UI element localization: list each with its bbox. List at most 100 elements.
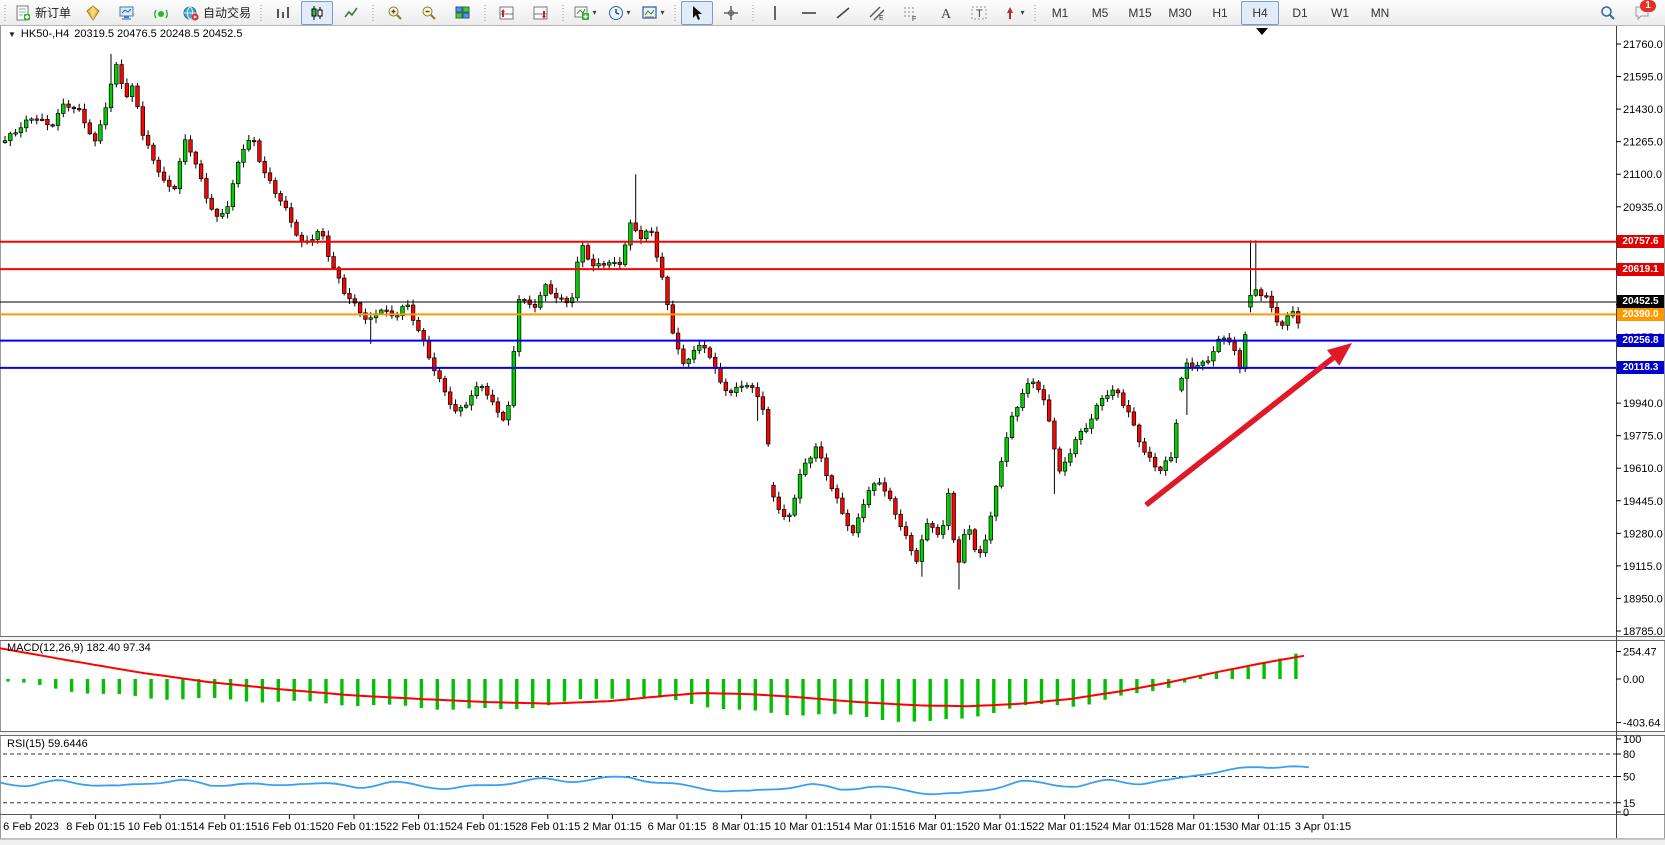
metaeditor-button[interactable] (111, 1, 143, 25)
svg-text:21430.0: 21430.0 (1623, 104, 1663, 116)
new-chart-button[interactable]: ▾ (569, 1, 601, 25)
signals-button[interactable] (145, 1, 177, 25)
svg-text:16 Feb 01:15: 16 Feb 01:15 (257, 821, 322, 833)
chart-dropdown-icon[interactable]: ▼ (8, 29, 16, 39)
chart-shift-marker[interactable] (1256, 28, 1268, 35)
timeframe-m15-button[interactable]: M15 (1128, 5, 1152, 20)
text-button[interactable]: A (929, 1, 961, 25)
chart-ohlc-values: 20319.5 20476.5 20248.5 20452.5 (74, 28, 243, 40)
svg-text:A: A (941, 7, 952, 21)
equidistant-channel-button[interactable]: E (861, 1, 893, 25)
toolbar-grip (259, 4, 265, 21)
period-button[interactable]: ▾ (603, 1, 635, 25)
line-chart-button[interactable] (335, 1, 367, 25)
main-toolbar: 新订单 自动交易 ▾ ▾ ▾ E F A T ▾ M1 M5 M15 M30 H1 H4 D1 W1 MN 1 (0, 0, 1665, 26)
trendline-button[interactable] (827, 1, 859, 25)
chart-title: ▼ HK50-,H4 20319.5 20476.5 20248.5 20452… (8, 28, 242, 40)
shapes-button[interactable]: ▾ (997, 1, 1029, 25)
horizontal-line-button[interactable] (793, 1, 825, 25)
dropdown-caret-icon[interactable]: ▾ (626, 8, 631, 17)
text-a-icon: A (941, 7, 952, 21)
label-button[interactable]: T (963, 1, 995, 25)
price-level-tag[interactable]: 20757.6 (1617, 235, 1664, 249)
crosshair-button[interactable] (715, 1, 747, 25)
svg-text:20 Mar 01:15: 20 Mar 01:15 (968, 821, 1033, 833)
timeframe-m30-button[interactable]: M30 (1168, 5, 1192, 20)
shapes-icon (1006, 6, 1013, 19)
notifications-button[interactable]: 1 (1626, 0, 1658, 25)
dropdown-caret-icon[interactable]: ▾ (592, 8, 597, 17)
price-level-tag[interactable]: 20452.5 (1617, 295, 1664, 309)
svg-text:18785.0: 18785.0 (1623, 626, 1663, 638)
price-level-tag[interactable]: 20256.8 (1617, 334, 1664, 348)
svg-text:T: T (976, 8, 983, 20)
timeframe-h1-button[interactable]: H1 (1212, 5, 1228, 20)
timeframe-m5-button[interactable]: M5 (1091, 5, 1109, 20)
tile-windows-button[interactable] (447, 1, 479, 25)
new-order-button[interactable]: 新订单 (11, 1, 75, 25)
toolbar-group (256, 0, 368, 25)
timeframe-d1-button[interactable]: D1 (1292, 5, 1308, 20)
time-axis[interactable]: 6 Feb 2023 8 Feb 01:15 10 Feb 01:15 14 Feb … (0, 815, 1665, 839)
svg-text:22 Mar 01:15: 22 Mar 01:15 (1032, 821, 1097, 833)
toolbar-grip (751, 4, 757, 21)
svg-text:254.47: 254.47 (1623, 647, 1657, 659)
dropdown-caret-icon[interactable]: ▾ (660, 8, 665, 17)
toolbar-group (368, 1, 480, 25)
svg-text:0: 0 (1623, 807, 1629, 819)
template-icon (641, 5, 657, 19)
cursor-button[interactable] (681, 0, 714, 25)
bar-chart-button[interactable] (267, 1, 299, 25)
indicator-window-left-button[interactable] (491, 1, 523, 25)
zoom-in-button[interactable] (379, 1, 411, 25)
price-level-tag[interactable]: 20118.3 (1617, 361, 1664, 375)
fibo-icon: F (904, 7, 916, 21)
zoom-out-button[interactable] (413, 1, 445, 25)
svg-text:21265.0: 21265.0 (1623, 137, 1663, 149)
svg-text:100: 100 (1623, 734, 1641, 746)
timeframe-w1-button[interactable]: W1 (1331, 5, 1350, 20)
toolbar-grip (673, 4, 679, 21)
toolbar-grip (483, 4, 489, 21)
zoom-out-icon (422, 6, 436, 20)
template-button[interactable]: ▾ (637, 1, 669, 25)
price-level-tag[interactable]: 20390.0 (1617, 307, 1664, 321)
svg-text:20 Feb 01:15: 20 Feb 01:15 (322, 821, 387, 833)
new-order-button-label: 新订单 (35, 6, 72, 20)
doc-plus-icon (16, 5, 30, 20)
tiles-icon (455, 6, 470, 18)
svg-text:28 Mar 01:15: 28 Mar 01:15 (1161, 821, 1226, 833)
svg-text:22 Feb 01:15: 22 Feb 01:15 (386, 821, 451, 833)
timeframe-m1-button[interactable]: M1 (1051, 5, 1069, 20)
svg-text:6 Mar 01:15: 6 Mar 01:15 (648, 821, 707, 833)
hline-icon (802, 11, 817, 14)
toolbar-grip (561, 4, 567, 21)
auto-trading-button[interactable]: 自动交易 (179, 1, 255, 25)
fibonacci-button[interactable]: F (895, 1, 927, 25)
vertical-line-button[interactable] (759, 1, 791, 25)
dropdown-caret-icon[interactable]: ▾ (1020, 8, 1025, 17)
search-button[interactable] (1592, 1, 1624, 25)
svg-text:3 Apr 01:15: 3 Apr 01:15 (1295, 821, 1351, 833)
rsi-value: 59.6446 (47, 738, 88, 750)
deposit-button[interactable] (77, 1, 109, 25)
timeframe-mn-button[interactable]: MN (1370, 5, 1390, 20)
svg-text:14 Mar 01:15: 14 Mar 01:15 (838, 821, 903, 833)
timeframe-h4-button[interactable]: H4 (1241, 0, 1280, 25)
svg-text:24 Mar 01:15: 24 Mar 01:15 (1097, 821, 1162, 833)
macd-indicator-label: MACD(12,26,9) 182.40 97.34 (7, 642, 151, 654)
indwin-r-icon (533, 6, 548, 19)
svg-text:6 Feb 2023: 6 Feb 2023 (3, 821, 59, 833)
svg-text:19775.0: 19775.0 (1623, 431, 1663, 443)
indicator-window-right-button[interactable] (525, 1, 557, 25)
svg-text:24 Feb 01:15: 24 Feb 01:15 (451, 821, 516, 833)
candle-chart-button[interactable] (301, 0, 334, 25)
zoom-in-icon (388, 6, 402, 20)
svg-text:20935.0: 20935.0 (1623, 202, 1663, 214)
trend-arrow[interactable] (1144, 343, 1352, 508)
level-lines-layer[interactable] (0, 240, 1616, 369)
price-level-tag[interactable]: 20619.1 (1617, 262, 1664, 276)
svg-text:19115.0: 19115.0 (1623, 561, 1662, 573)
svg-text:21760.0: 21760.0 (1623, 39, 1663, 51)
